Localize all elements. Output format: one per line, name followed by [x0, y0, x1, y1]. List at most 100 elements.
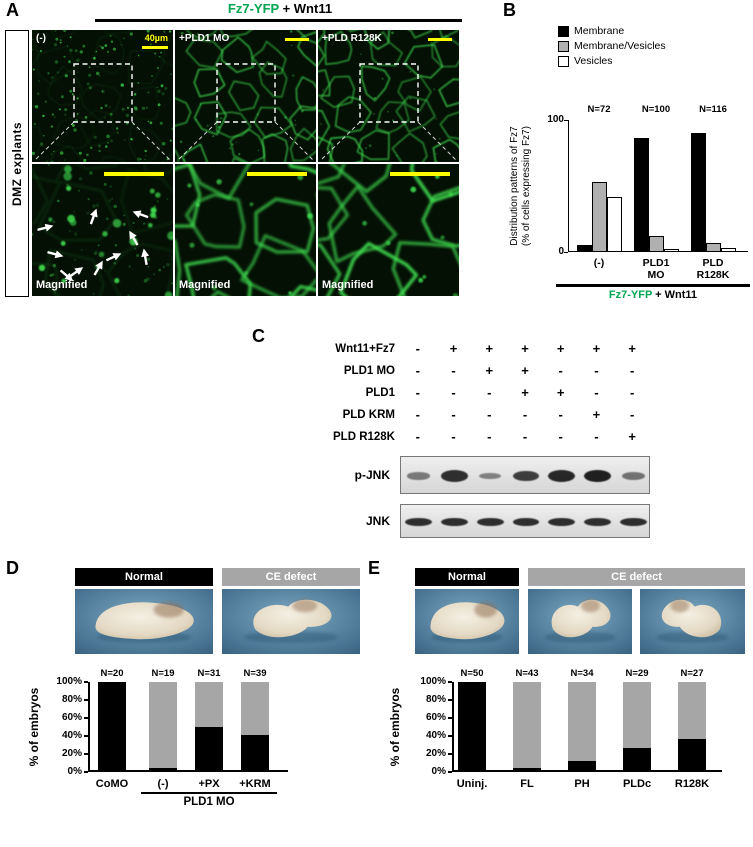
bar-normal-segment [568, 761, 596, 772]
pointer-arrow-icon [69, 267, 84, 278]
category-label: +PX [198, 778, 220, 790]
pld1-mo-rescue-panel: Normal CE defect 100% 80% 60% 40% 20% 0% % of em… [0, 560, 370, 847]
blot-lane-symbol: - [594, 385, 599, 400]
micro-image-r128k-magnified: Magnified [318, 164, 459, 296]
micro-condition-label: +PLD1 MO [179, 33, 230, 44]
blot-condition-label: PLD1 [365, 387, 395, 399]
n-label: N=19 [151, 668, 175, 679]
chart-b-n-label: N=116 [699, 104, 727, 115]
micro-image-pld1mo-overview: +PLD1 MO [175, 30, 316, 162]
blot-lane-symbol: - [487, 385, 492, 400]
blot-lane-symbol: - [558, 429, 563, 444]
blot-condition-label: PLD1 MO [343, 365, 395, 377]
micro-image-neg-overview: (-) 40µm [32, 30, 173, 162]
ytick-mark [84, 735, 88, 737]
bar-ce-defect-segment [513, 682, 541, 768]
blot-image [400, 456, 650, 494]
footer-fz7-yfp-text: Fz7-YFP [608, 289, 653, 301]
blot-band [407, 472, 431, 480]
blot-name-label: p-JNK [354, 468, 390, 482]
blot-lane-symbol: + [628, 341, 636, 356]
bar-normal-segment [149, 767, 177, 772]
blot-lane-symbol: + [592, 407, 601, 422]
chart-b-ytick-label: 100 [547, 114, 564, 125]
photo-header-normal: Normal [415, 568, 519, 586]
fz7-yfp-title-text: Fz7-YFP [227, 1, 279, 16]
blot-lane-symbol: + [485, 341, 494, 356]
bar-normal-segment [678, 738, 706, 772]
chart-b-bar-vesicles [607, 196, 622, 252]
n-label: N=31 [197, 668, 221, 679]
chart-b-bar-membrane [634, 138, 649, 252]
stacked-bar [678, 682, 706, 772]
pld1-domain-panel: Normal CE defect 100% 80% 60% 40% 20% 0% % of em… [370, 560, 753, 847]
chart-b-category-label: (-) [593, 257, 605, 269]
blot-band [479, 472, 502, 480]
pointer-arrow-icon [132, 210, 149, 219]
blot-lane-symbol: - [594, 363, 599, 378]
blot-lane-symbol: - [522, 429, 528, 444]
bar-ce-defect-segment [195, 682, 223, 727]
pointer-arrow-icon [141, 248, 150, 265]
ytick-label: 60% [61, 712, 82, 723]
group-label: PLD1 MO [183, 796, 235, 808]
ytick-mark [84, 699, 88, 701]
bar-ce-defect-segment [149, 682, 177, 768]
embryo-photo-normal [415, 589, 519, 654]
blot-lane-symbol: - [558, 407, 563, 422]
bar-ce-defect-segment [568, 682, 596, 762]
legend-label-2: Membrane/Vesicles [574, 40, 666, 52]
blot-lane-symbol: + [521, 341, 529, 356]
blot-lane-symbol: + [449, 341, 458, 356]
n-label: N=20 [100, 668, 124, 679]
n-label: N=50 [460, 668, 484, 679]
scale-length-label: 40µm [144, 33, 168, 43]
stacked-bar [98, 682, 126, 772]
fz7-distribution-chart: Membrane Membrane/Vesicles Vesicles 100 0 Dis… [500, 18, 753, 318]
panel-e-label: E [368, 558, 381, 578]
ytick-mark [448, 735, 452, 737]
pointer-arrow-icon [105, 253, 122, 262]
microscopy-grid: (-) 40µm +PLD1 MO +PLD R128K Magnified Magnif… [0, 0, 753, 330]
chart-b-n-label: N=100 [641, 104, 671, 115]
blot-lane-symbol: - [415, 341, 421, 356]
blot-lane-symbol: + [556, 341, 565, 356]
n-label: N=39 [243, 668, 267, 679]
ytick-mark [84, 771, 88, 773]
blot-image [400, 504, 650, 538]
category-label: +KRM [239, 778, 271, 790]
photo-header-normal: Normal [75, 568, 213, 586]
ytick-mark [448, 681, 452, 683]
wnt11-title-text: + Wnt11 [278, 1, 333, 16]
magnified-label: Magnified [322, 279, 374, 291]
pointer-arrow-icon [89, 208, 98, 225]
category-label: CoMO [95, 778, 129, 790]
blot-band [548, 518, 576, 526]
pointer-arrow-icon [93, 260, 103, 276]
category-label: FL [520, 778, 534, 790]
panel-c-label: C [252, 326, 265, 346]
chart-b-footer: Fz7-YFP + Wnt11 [556, 289, 750, 301]
scale-bar [104, 172, 164, 176]
ytick-label: 40% [425, 730, 446, 741]
chart-b-bar-vesicles [721, 248, 736, 252]
ytick-mark [448, 753, 452, 755]
blot-lane-symbol: + [521, 385, 529, 400]
n-label: N=29 [625, 668, 649, 679]
blot-lane-symbol: - [594, 429, 599, 444]
ytick-label: 60% [425, 712, 446, 723]
blot-band [584, 518, 611, 526]
legend-swatch-2 [558, 41, 569, 52]
chart-b-bar-membrane-vesicles [649, 236, 664, 252]
embryo-photo-normal [75, 589, 213, 654]
blot-lane-symbol: - [487, 407, 492, 422]
category-label: Uninj. [456, 778, 488, 790]
chart-b-bar-vesicles [664, 249, 679, 252]
blot-band [548, 469, 576, 483]
chart-b-category-label: PLD R128K [696, 257, 730, 281]
ytick-mark [84, 681, 88, 683]
blot-name-label: JNK [365, 514, 390, 528]
blot-lane-symbol: + [556, 385, 565, 400]
blot-lane-symbol: - [558, 363, 563, 378]
